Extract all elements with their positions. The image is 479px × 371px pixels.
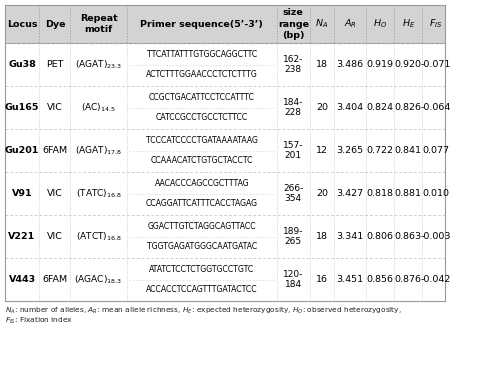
Text: GGACTTGTCTAGGCAGTTACC: GGACTTGTCTAGGCAGTTACC [148, 222, 256, 231]
Text: 0.919: 0.919 [366, 60, 394, 69]
Bar [5, 258, 445, 301]
Bar [5, 129, 445, 172]
Text: Gu38: Gu38 [8, 60, 36, 69]
Text: 0.876: 0.876 [395, 275, 422, 284]
Text: 3.427: 3.427 [337, 189, 364, 198]
Text: Repeat
motif: Repeat motif [80, 14, 117, 34]
Text: TGGTGAGATGGGCAATGATAC: TGGTGAGATGGGCAATGATAC [147, 242, 257, 251]
Text: 162-
238: 162- 238 [283, 55, 304, 74]
Text: 12: 12 [316, 146, 328, 155]
Text: ACCACCTCCAGTTTGATACTCC: ACCACCTCCAGTTTGATACTCC [146, 285, 258, 294]
Text: CCAGGATTCATTTCACCTAGAG: CCAGGATTCATTTCACCTAGAG [146, 199, 258, 209]
Text: Gu201: Gu201 [5, 146, 39, 155]
Text: 0.826: 0.826 [395, 103, 422, 112]
Text: 0.920: 0.920 [395, 60, 422, 69]
Text: Dye: Dye [45, 20, 65, 29]
Bar [5, 43, 445, 86]
Text: $\mathit{H}_{\mathit{E}}$: $\mathit{H}_{\mathit{E}}$ [401, 18, 415, 30]
Text: VIC: VIC [47, 103, 63, 112]
Text: V221: V221 [9, 232, 35, 241]
Text: 0.856: 0.856 [366, 275, 394, 284]
Bar [5, 215, 445, 258]
Text: Locus: Locus [7, 20, 37, 29]
Text: Primer sequence(5’-3’): Primer sequence(5’-3’) [140, 20, 263, 29]
Text: 3.341: 3.341 [336, 232, 364, 241]
Text: 0.863: 0.863 [395, 232, 422, 241]
Text: PET: PET [46, 60, 64, 69]
Text: CATCCGCCTGCCTCTTCC: CATCCGCCTGCCTCTTCC [156, 113, 248, 122]
Text: 0.806: 0.806 [366, 232, 394, 241]
Text: 120-
184: 120- 184 [283, 270, 304, 289]
Text: (ATCT)$_{16.8}$: (ATCT)$_{16.8}$ [76, 230, 122, 243]
Text: -0.042: -0.042 [421, 275, 451, 284]
Text: 189-
265: 189- 265 [283, 227, 304, 246]
Text: 18: 18 [316, 60, 328, 69]
Text: $\mathit{H}_{\mathit{O}}$: $\mathit{H}_{\mathit{O}}$ [373, 18, 387, 30]
Text: AACACCCAGCCGCTTTAG: AACACCCAGCCGCTTTAG [155, 179, 249, 188]
Text: TTCATTATTTGTGGCAGGCTTC: TTCATTATTTGTGGCAGGCTTC [147, 50, 257, 59]
Text: (AGAC)$_{18.3}$: (AGAC)$_{18.3}$ [74, 273, 123, 286]
Text: ATATCTCCTCTGGTGCCTGTC: ATATCTCCTCTGGTGCCTGTC [149, 265, 254, 274]
Text: -0.064: -0.064 [421, 103, 451, 112]
Text: (AC)$_{14.5}$: (AC)$_{14.5}$ [81, 101, 116, 114]
Bar [5, 5, 445, 43]
Text: $\mathit{N}_{\mathit{A}}$: number of alleles, $\mathit{A}_{\mathit{R}}$: mean al: $\mathit{N}_{\mathit{A}}$: number of all… [5, 306, 401, 316]
Text: (AGAT)$_{17.8}$: (AGAT)$_{17.8}$ [75, 144, 122, 157]
Text: 20: 20 [316, 103, 328, 112]
Text: 20: 20 [316, 189, 328, 198]
Text: 0.881: 0.881 [395, 189, 422, 198]
Text: 3.404: 3.404 [337, 103, 364, 112]
Text: Gu165: Gu165 [5, 103, 39, 112]
Text: 3.486: 3.486 [337, 60, 364, 69]
Text: V443: V443 [9, 275, 35, 284]
Text: V91: V91 [12, 189, 33, 198]
Text: ACTCTTTGGAACCCTCTCTTTG: ACTCTTTGGAACCCTCTCTTTG [146, 70, 258, 79]
Text: -0.003: -0.003 [421, 232, 451, 241]
Text: 16: 16 [316, 275, 328, 284]
Bar [5, 86, 445, 129]
Text: CCGCTGACATTCCTCCATTTC: CCGCTGACATTCCTCCATTTC [149, 93, 255, 102]
Text: 3.451: 3.451 [337, 275, 364, 284]
Text: 6FAM: 6FAM [42, 146, 68, 155]
Text: 3.265: 3.265 [337, 146, 364, 155]
Text: $\mathit{A}_{\mathit{R}}$: $\mathit{A}_{\mathit{R}}$ [343, 18, 356, 30]
Text: $\mathit{N}_{\mathit{A}}$: $\mathit{N}_{\mathit{A}}$ [315, 18, 329, 30]
Text: 0.824: 0.824 [366, 103, 394, 112]
Text: 6FAM: 6FAM [42, 275, 68, 284]
Text: (AGAT)$_{23.3}$: (AGAT)$_{23.3}$ [75, 58, 122, 71]
Text: 157-
201: 157- 201 [283, 141, 304, 160]
Text: $\mathit{F}_{\mathit{IS}}$: $\mathit{F}_{\mathit{IS}}$ [429, 18, 443, 30]
Text: VIC: VIC [47, 232, 63, 241]
Text: (TATC)$_{16.8}$: (TATC)$_{16.8}$ [76, 187, 122, 200]
Bar [5, 172, 445, 215]
Text: 0.818: 0.818 [366, 189, 394, 198]
Text: 0.841: 0.841 [395, 146, 422, 155]
Text: 18: 18 [316, 232, 328, 241]
Text: 266-
354: 266- 354 [283, 184, 304, 203]
Text: 184-
228: 184- 228 [283, 98, 304, 117]
Text: 0.010: 0.010 [422, 189, 449, 198]
Text: -0.071: -0.071 [421, 60, 451, 69]
Text: VIC: VIC [47, 189, 63, 198]
Text: $\mathit{F}_{\mathit{IS}}$: Fixation index: $\mathit{F}_{\mathit{IS}}$: Fixation ind… [5, 316, 72, 326]
Text: TCCCATCCCCTGATAAAATAAG: TCCCATCCCCTGATAAAATAAG [146, 136, 258, 145]
Text: CCAAACATCTGTGCTACCTC: CCAAACATCTGTGCTACCTC [150, 156, 253, 165]
Text: size
range
(bp): size range (bp) [278, 9, 309, 40]
Text: 0.722: 0.722 [366, 146, 394, 155]
Text: 0.077: 0.077 [422, 146, 449, 155]
